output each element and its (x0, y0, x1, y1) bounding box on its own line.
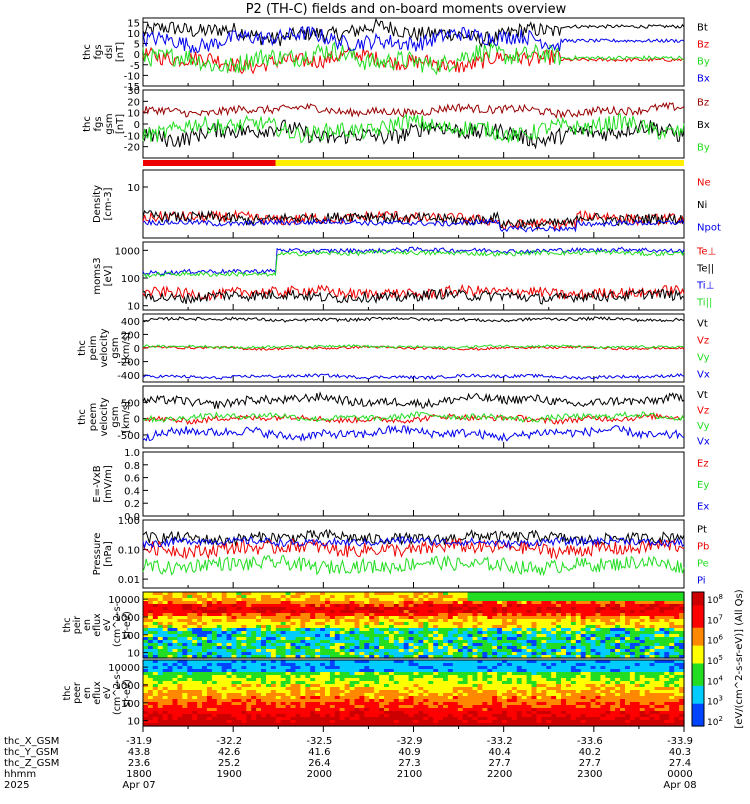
y-tick-label: 0.8 (124, 461, 140, 472)
y-tick-label: -5 (130, 61, 140, 72)
legend-vt: Vt (697, 319, 708, 330)
panel-frame (143, 18, 684, 86)
legend-ez: Ez (697, 459, 709, 470)
legend-ex: Ex (697, 501, 709, 512)
legend-vt: Vt (697, 390, 708, 401)
y-tick-label: 15 (127, 18, 140, 29)
y-tick-label: 0 (134, 50, 140, 61)
legend-pb: Pb (697, 542, 709, 553)
y-tick-label: -400 (117, 371, 140, 382)
legend-ti: Ti|| (696, 298, 712, 309)
y-tick-label: 1.00 (118, 516, 140, 527)
y-tick-label: 0 (134, 415, 140, 426)
y-tick-label: 10 (127, 183, 140, 194)
y-tick-label: -10 (124, 71, 140, 82)
series-pe-line (143, 556, 684, 576)
series-bz-line (143, 103, 684, 118)
y-tick-label: 0.4 (124, 486, 140, 497)
legend-te: Te⊥ (696, 247, 716, 258)
panel-peir_eflux: 10000100010010thcpeirenefluxeV(cm^2-s-sr… (62, 592, 685, 660)
panel-peer_eflux: 10000100010010thcpeerenefluxeV(cm^2-s-sr… (62, 660, 685, 728)
legend-ti: Ti⊥ (696, 281, 714, 292)
y-tick-label: -10 (124, 131, 140, 142)
y-tick-label: 400 (121, 317, 140, 328)
legend-ne: Ne (697, 177, 711, 188)
legend-vy: Vy (697, 421, 710, 432)
legend-ey: Ey (697, 480, 709, 491)
y-tick-label: 0.6 (124, 474, 140, 485)
legend-by: By (697, 57, 710, 68)
y-tick-label: 10 (127, 109, 140, 120)
legend-pi: Pi (697, 576, 706, 587)
y-tick-label: 10 (127, 302, 140, 313)
legend-vy: Vy (697, 353, 710, 364)
series-ti-line (143, 247, 684, 275)
panel-ylabel: E=-VxB[mV/m] (92, 465, 114, 503)
panel-ylabel: thcfgsgsm[nT] (82, 113, 126, 134)
legend-vx: Vx (697, 370, 710, 381)
y-tick-label: 10 (127, 649, 140, 660)
legend-bz: Bz (697, 40, 709, 51)
legend-bx: Bx (697, 74, 710, 85)
series-vt-line (143, 317, 684, 322)
panel-frame (143, 90, 684, 158)
series-vx-line (143, 426, 684, 441)
legend-by: By (697, 143, 710, 154)
panel-pressure: 1.00 0.10 0.01 Pressure[nPa] Pt Pb Pe Pi (92, 516, 709, 588)
legend-bz: Bz (697, 97, 709, 108)
y-tick-label: 5 (134, 40, 140, 51)
panel-frame (143, 520, 684, 588)
page-title: P2 (TH-C) fields and on-board moments ov… (246, 2, 567, 17)
y-tick-label: 1.0 (124, 448, 140, 459)
legend-vx: Vx (697, 436, 710, 447)
legend-bt: Bt (697, 23, 708, 34)
panel-ylabel: Pressure[nPa] (92, 533, 114, 576)
y-tick-label: 20 (127, 97, 140, 108)
legend-bx: Bx (697, 120, 710, 131)
y-tick-label: -20 (124, 143, 140, 154)
panel-ylabel: Density[cm-3] (92, 185, 114, 223)
panel-frame (143, 170, 684, 238)
panel-temperature: 1000 100 10 moms3[eV] Te⊥ Te|| Ti⊥ Ti|| (92, 242, 716, 313)
panel-ylabel: thcpeemvelocitygsm[km/s] (77, 397, 132, 436)
y-tick-label: 0.2 (124, 499, 140, 510)
series-bx-line (143, 120, 684, 148)
legend-te: Te|| (696, 264, 714, 275)
y-tick-label: 0 (134, 120, 140, 131)
legend-vz: Vz (697, 405, 709, 416)
y-tick-label: 0.10 (118, 546, 140, 557)
legend-ni: Ni (697, 200, 707, 211)
series-bt-line (143, 19, 684, 46)
panels: 151050-5-10-15thcfgsdsl[nT]BtBzByBx30201… (62, 18, 745, 729)
panel-peim_velocity: 4002000-200-400thcpeimvelocitygsm[km/s]V… (77, 314, 710, 382)
y-tick-label: 30 (127, 86, 140, 97)
y-tick-label: 10 (127, 29, 140, 40)
series-vt-line (143, 393, 684, 409)
y-tick-label: 100 (121, 274, 140, 285)
y-tick-label: 1000 (115, 246, 140, 257)
panel-ylabel: thcpeirenefluxeV(cm^2-s-sr-eV) (62, 603, 133, 647)
legend-pe: Pe (697, 559, 709, 570)
legend-npot: Npot (697, 223, 721, 234)
y-tick-label: 0.01 (118, 575, 140, 586)
panel-frame (143, 452, 684, 516)
panel-density: 10 Density[cm-3] Ne Ni Npot (92, 170, 721, 238)
panel-ylabel: thcpeimvelocitygsm[km/s] (77, 328, 132, 367)
panel-ylabel: thcfgsdsl[nT] (82, 42, 126, 62)
y-tick-label: 0 (134, 344, 140, 355)
legend-vz: Vz (697, 336, 709, 347)
legend-pt: Pt (697, 525, 707, 536)
panel-ylabel: moms3[eV] (92, 257, 114, 294)
